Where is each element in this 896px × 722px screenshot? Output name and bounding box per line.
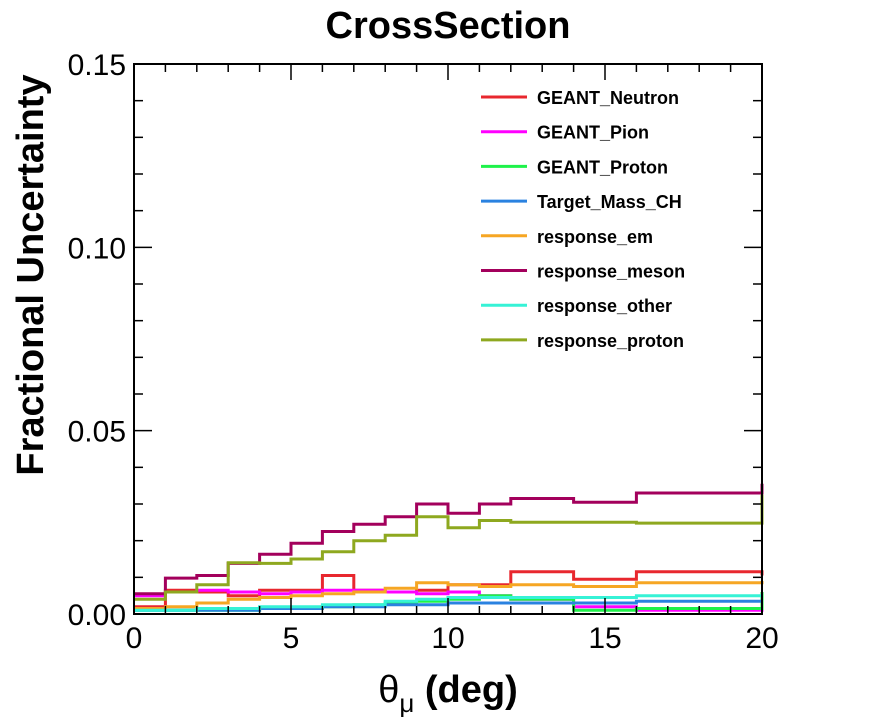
- legend-label: GEANT_Pion: [537, 123, 649, 143]
- chart-title: CrossSection: [326, 5, 571, 47]
- x-axis-label-unit: (deg): [414, 669, 517, 711]
- x-axis-label: θμ (deg): [378, 669, 518, 718]
- legend-label: Target_Mass_CH: [537, 192, 682, 212]
- series-line-response-em: [134, 581, 764, 610]
- x-axis-label-mu: μ: [399, 688, 414, 718]
- series-line-response-other: [134, 594, 762, 612]
- x-tick-label: 0: [126, 622, 143, 655]
- series-line-response-proton: [134, 494, 764, 601]
- legend-label: response_em: [537, 227, 653, 247]
- y-tick-label: 0.05: [68, 416, 126, 449]
- legend-label: GEANT_Neutron: [537, 88, 679, 108]
- legend-label: response_proton: [537, 331, 684, 351]
- x-axis-label-theta: θ: [378, 669, 399, 711]
- x-tick-label: 5: [283, 622, 300, 655]
- legend-label: response_meson: [537, 262, 685, 282]
- y-axis-label: Fractional Uncertainty: [10, 74, 52, 475]
- legend: GEANT_Neutron GEANT_Pion GEANT_Proton Targe…: [481, 88, 685, 351]
- y-tick-label: 0.00: [68, 599, 126, 632]
- tick-labels: 0 5 10 15 20 0.00 0.05 0.10 0.15: [68, 49, 779, 655]
- y-tick-label: 0.15: [68, 49, 126, 82]
- x-tick-label: 15: [588, 622, 621, 655]
- series-group: [134, 483, 764, 612]
- x-tick-label: 20: [745, 622, 778, 655]
- legend-label: response_other: [537, 296, 672, 316]
- ticks-group: [133, 63, 763, 615]
- y-tick-label: 0.10: [68, 232, 126, 265]
- x-tick-label: 10: [431, 622, 464, 655]
- legend-label: GEANT_Proton: [537, 157, 668, 177]
